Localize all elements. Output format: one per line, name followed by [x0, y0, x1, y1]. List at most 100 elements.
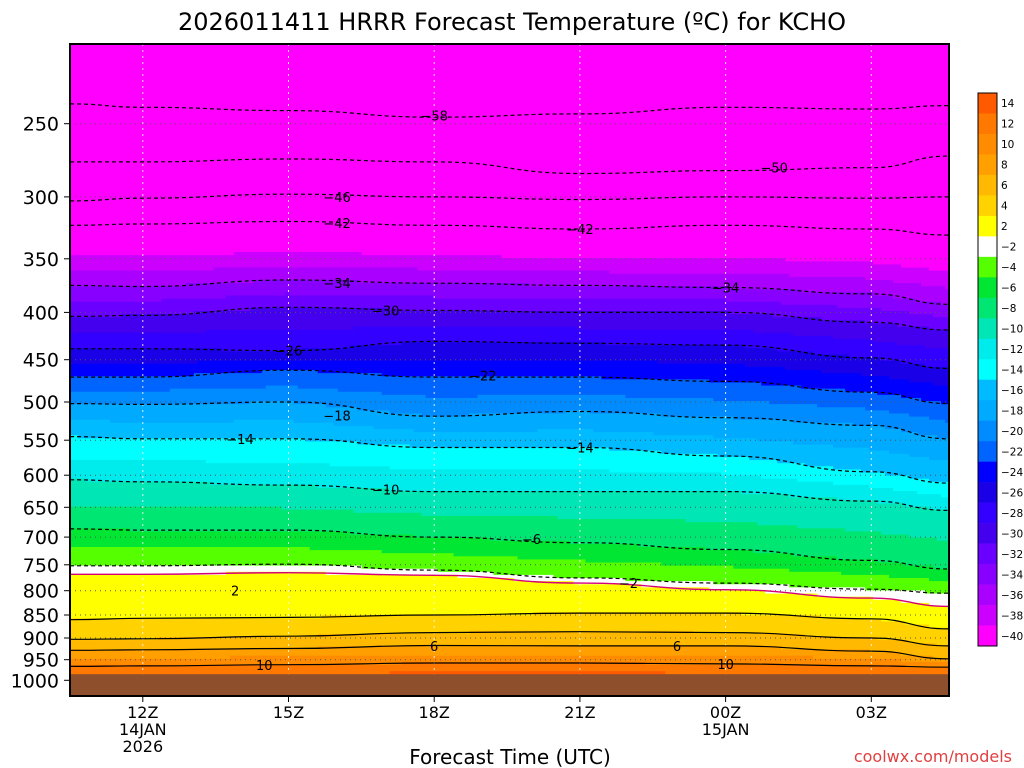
fill-cell: [489, 283, 495, 300]
fill-cell: [805, 261, 810, 278]
fill-cell: [153, 314, 159, 334]
fill-cell: [365, 574, 371, 616]
fill-cell: [157, 314, 163, 334]
fill-cell: [297, 649, 303, 657]
fill-cell: [533, 270, 539, 287]
fill-cell: [617, 491, 622, 520]
fill-cell: [737, 475, 742, 492]
fill-cell: [177, 658, 183, 666]
fill-cell: [161, 574, 167, 619]
fill-cell: [609, 630, 614, 647]
fill-cell: [685, 587, 690, 613]
fill-cell: [557, 376, 563, 396]
fill-cell: [609, 432, 614, 452]
fill-cell: [173, 546, 179, 567]
fill-cell: [537, 612, 543, 632]
fill-cell: [313, 550, 319, 567]
fill-cell: [389, 360, 395, 377]
fill-cell: [397, 491, 403, 514]
fill-cell: [269, 401, 275, 421]
fill-cell: [685, 286, 690, 300]
fill-cell: [653, 587, 658, 613]
fill-cell: [501, 394, 507, 415]
fill-cell: [685, 581, 690, 588]
fill-cell: [729, 633, 734, 647]
fill-cell: [761, 494, 766, 526]
fill-cell: [77, 301, 83, 318]
fill-cell: [97, 317, 103, 334]
fill-cell: [801, 404, 806, 424]
fill-cell: [597, 630, 602, 647]
fill-cell: [389, 413, 395, 430]
fill-cell: [381, 44, 387, 256]
fill-cell: [637, 562, 642, 582]
fill-cell: [329, 307, 335, 331]
fill-cell: [797, 317, 802, 337]
fill-cell: [541, 655, 547, 663]
fill-cell: [613, 584, 618, 613]
fill-cell: [649, 432, 654, 452]
fill-cell: [489, 491, 495, 517]
fill-cell: [109, 404, 115, 424]
fill-cell: [237, 252, 243, 269]
fill-cell: [709, 258, 714, 275]
fill-cell: [369, 307, 375, 328]
fill-cell: [757, 382, 762, 402]
fill-cell: [497, 360, 503, 377]
fill-cell: [805, 481, 810, 498]
fill-cell: [465, 360, 471, 377]
fill-cell: [505, 540, 511, 557]
fill-cell: [81, 649, 87, 660]
fill-cell: [389, 534, 395, 554]
fill-cell: [165, 618, 171, 638]
fill-cell: [397, 295, 403, 312]
fill-cell: [673, 379, 678, 399]
fill-cell: [497, 283, 503, 300]
fill-cell: [753, 633, 758, 647]
fill-cell: [361, 568, 367, 576]
fill-cell: [193, 363, 199, 374]
fill-cell: [309, 531, 315, 551]
fill-cell: [553, 342, 559, 362]
fill-cell: [709, 590, 714, 613]
fill-cell: [541, 258, 547, 272]
fill-cell: [513, 655, 519, 663]
fill-cell: [537, 270, 543, 287]
fill-cell: [193, 565, 199, 576]
fill-cell: [705, 565, 710, 582]
fill-cell: [305, 267, 311, 281]
fill-cell: [765, 460, 770, 480]
fill-cell: [325, 44, 331, 253]
fill-cell: [269, 637, 275, 651]
fill-cell: [437, 360, 443, 377]
fill-cell: [781, 494, 786, 526]
fill-cell: [621, 646, 626, 657]
fill-cell: [421, 469, 427, 492]
fill-cell: [489, 270, 495, 284]
fill-cell: [173, 298, 179, 315]
fill-cell: [673, 612, 678, 632]
fill-cell: [389, 633, 395, 647]
fill-cell: [193, 348, 199, 365]
fill-cell: [581, 559, 587, 579]
fill-cell: [317, 565, 323, 573]
fill-cell: [549, 311, 555, 328]
fill-cell: [789, 261, 794, 278]
fill-cell: [285, 565, 291, 573]
fill-cell: [357, 345, 363, 362]
fill-cell: [273, 546, 279, 567]
fill-cell: [757, 664, 762, 675]
fill-cell: [233, 531, 239, 548]
fill-cell: [261, 401, 267, 421]
fill-cell: [469, 447, 475, 470]
fill-cell: [637, 491, 642, 520]
fill-cell: [513, 258, 519, 272]
fill-cell: [621, 578, 626, 585]
fill-cell: [753, 475, 758, 495]
fill-cell: [625, 491, 630, 520]
fill-cell: [657, 298, 662, 312]
fill-cell: [401, 428, 407, 446]
fill-cell: [425, 447, 431, 470]
fill-cell: [569, 559, 575, 579]
fill-cell: [493, 540, 499, 557]
